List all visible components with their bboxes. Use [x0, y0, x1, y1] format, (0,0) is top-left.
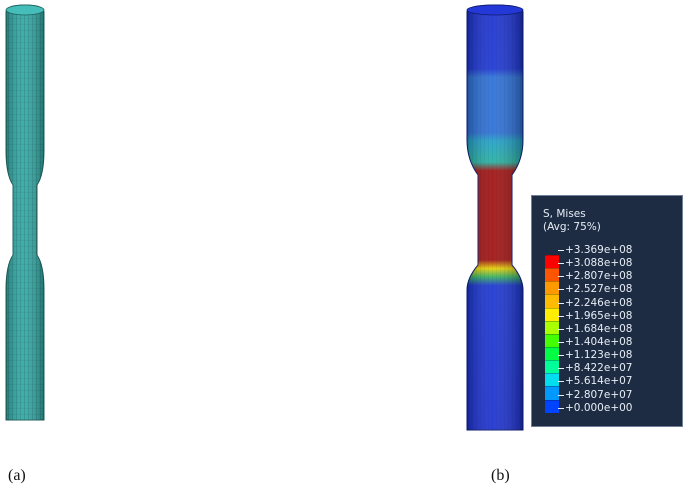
- caption-a: (a): [8, 467, 26, 484]
- specimen-a-mesh: [5, 4, 45, 421]
- legend-title-line1: S, Mises: [543, 208, 586, 220]
- legend-swatch: [545, 346, 559, 361]
- caption-b: (b): [491, 467, 510, 484]
- legend-swatch: [545, 268, 559, 282]
- legend-label: +1.684e+08: [557, 323, 632, 336]
- legend-label: +8.422e+07: [557, 362, 632, 375]
- legend-swatch: [545, 360, 559, 374]
- legend-swatch: [545, 399, 559, 413]
- legend-swatch: [545, 294, 559, 308]
- legend-label: +0.000e+00: [557, 402, 632, 415]
- legend-label: +2.527e+08: [557, 283, 632, 296]
- legend-swatch: [545, 281, 559, 295]
- legend-swatch: [545, 333, 559, 347]
- legend-labels: +3.369e+08 +3.088e+08 +2.807e+08 +2.527e+08…: [557, 244, 632, 415]
- legend-swatch: [545, 320, 559, 334]
- legend-label: +2.246e+08: [557, 297, 632, 310]
- specimen-b-stress: [466, 4, 524, 431]
- legend-label: +2.807e+08: [557, 270, 632, 283]
- legend-swatch: [545, 373, 559, 387]
- legend-label: +2.807e+07: [557, 389, 632, 402]
- legend-title: S, Mises (Avg: 75%): [543, 208, 601, 234]
- legend-label: +3.369e+08: [557, 244, 632, 257]
- legend-swatch: [545, 386, 559, 400]
- legend-title-line2: (Avg: 75%): [543, 221, 601, 233]
- legend-label: +1.965e+08: [557, 310, 632, 323]
- legend-label: +1.404e+08: [557, 336, 632, 349]
- stress-legend: S, Mises (Avg: 75%) +3.369e+08 +3.088e+08…: [531, 195, 683, 427]
- legend-color-scale: [545, 255, 559, 413]
- legend-label: +3.088e+08: [557, 257, 632, 270]
- legend-swatch: [545, 255, 559, 269]
- legend-label: +1.123e+08: [557, 349, 632, 362]
- legend-label: +5.614e+07: [557, 375, 632, 388]
- legend-swatch: [545, 307, 559, 321]
